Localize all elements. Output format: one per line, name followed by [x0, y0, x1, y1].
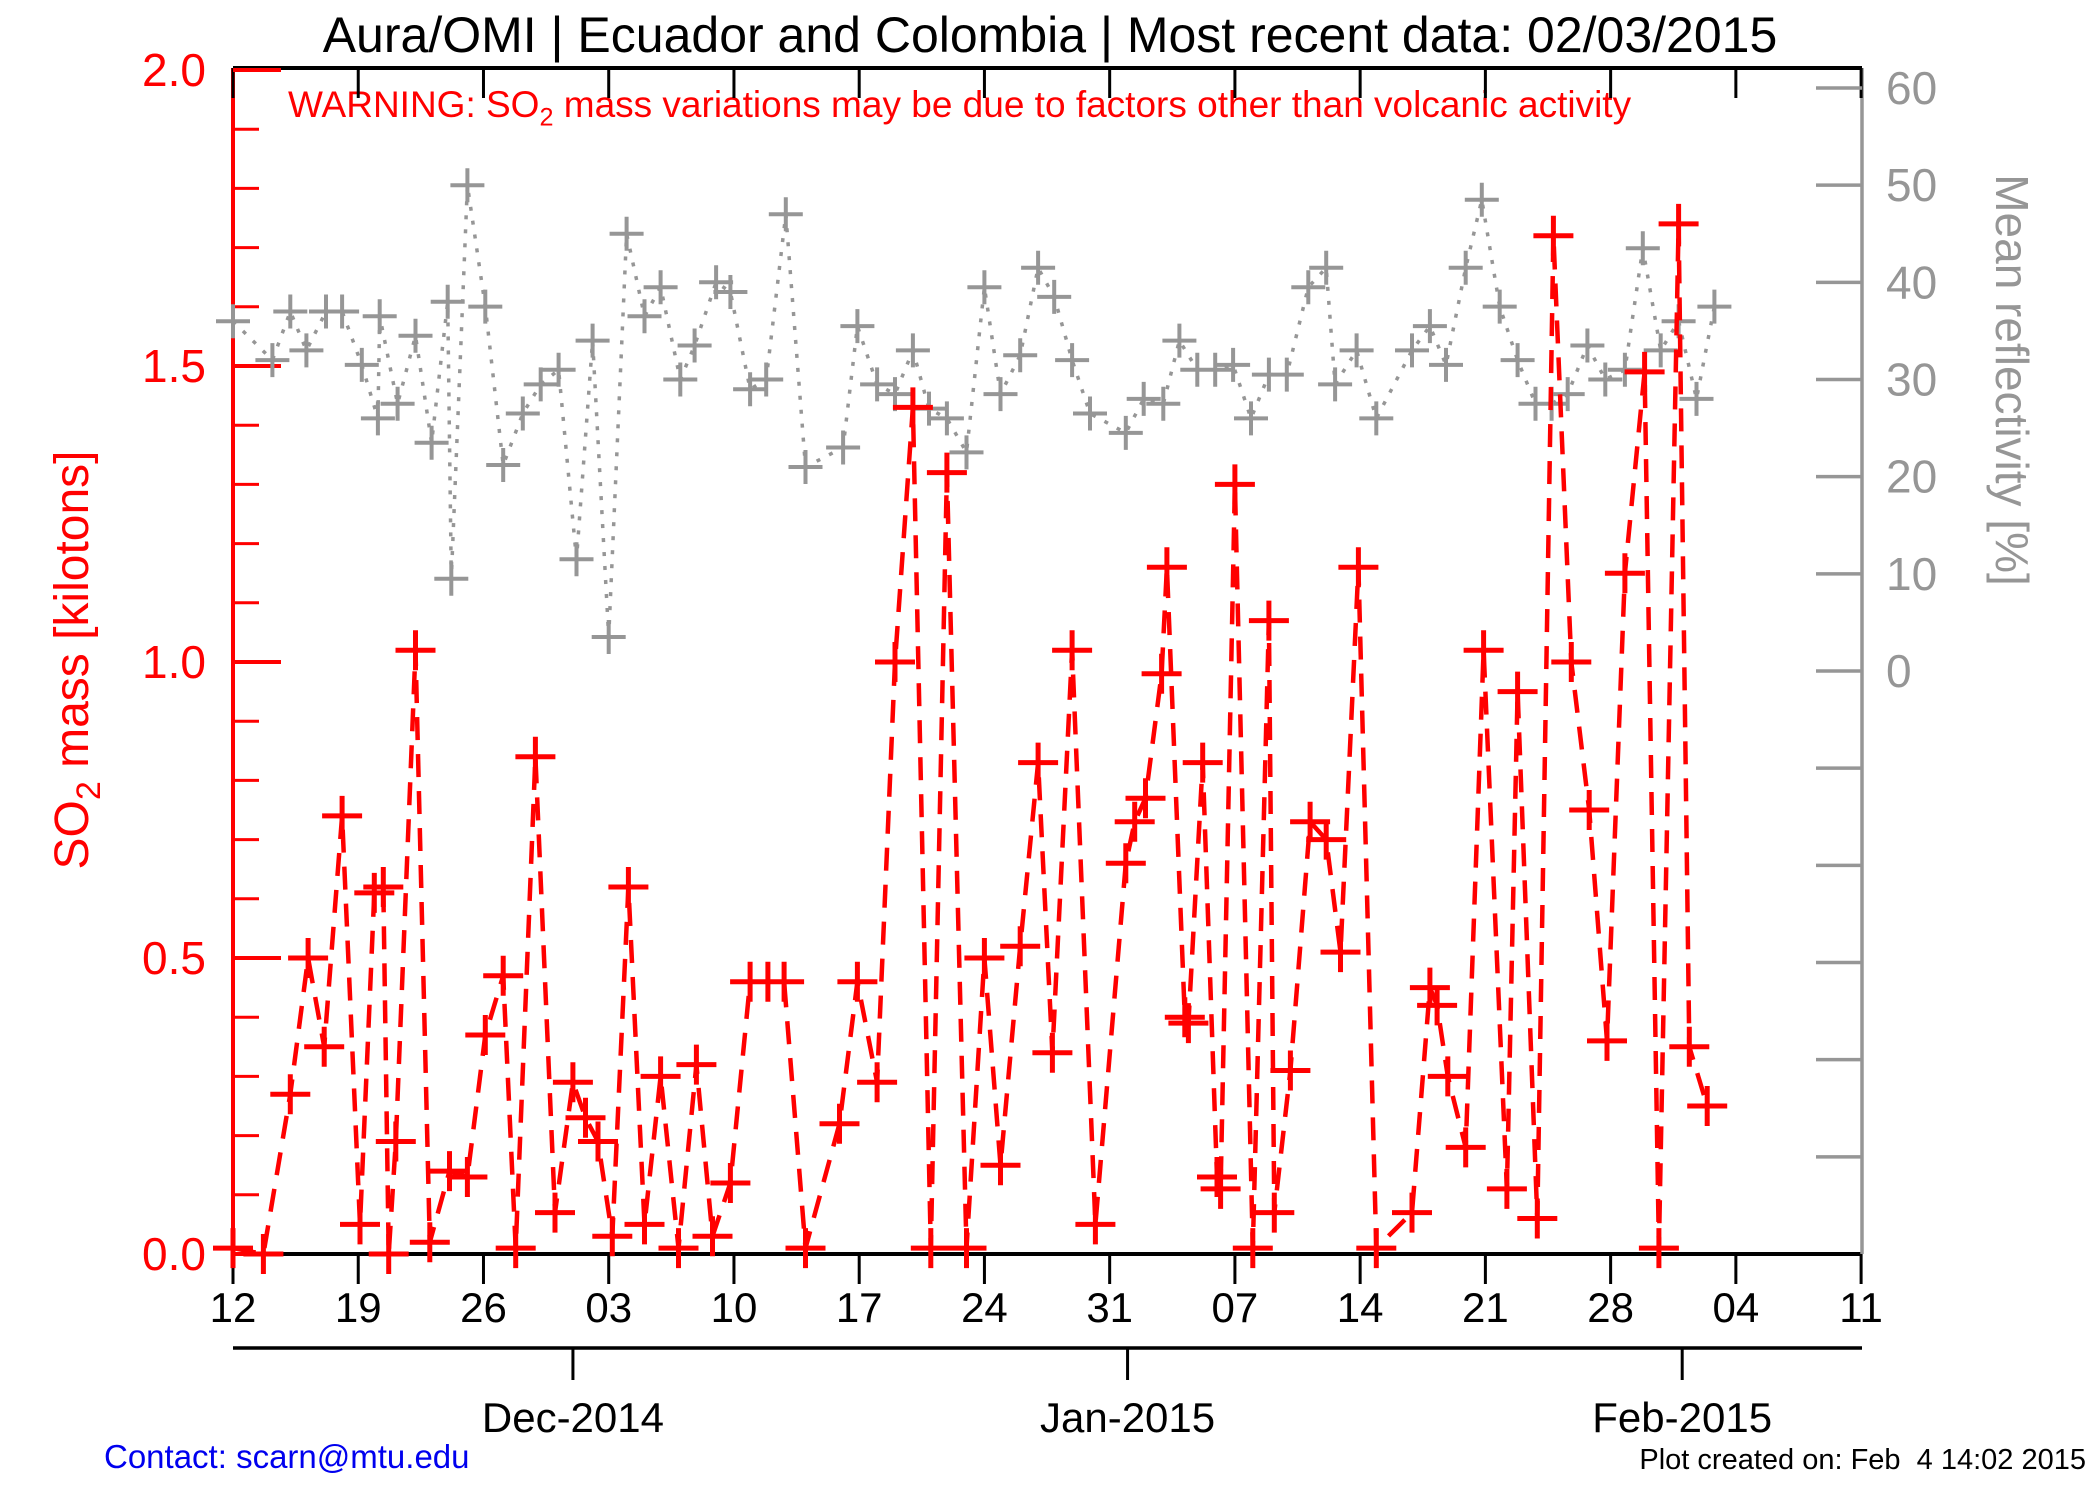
- x-tick-label: 17: [836, 1284, 883, 1331]
- so2-series-line: [232, 223, 1710, 1257]
- reflectivity-series-markers: [216, 168, 1732, 654]
- created-timestamp: Plot created on: Feb 4 14:02 2015: [1639, 1444, 2086, 1476]
- reflectivity-tick-label: 20: [1886, 451, 1937, 503]
- x-tick-label: 21: [1462, 1284, 1509, 1331]
- month-axis: Dec-2014 Jan-2015 Feb-2015: [233, 1346, 1862, 1441]
- reflectivity-axis-title: Mean reflectivity [%]: [1986, 174, 2038, 586]
- x-tick-label: 07: [1212, 1284, 1259, 1331]
- so2-tick-label: 0.0: [142, 1228, 206, 1280]
- so2-tick-label: 2.0: [142, 44, 206, 96]
- month-label: Feb-2015: [1592, 1394, 1772, 1441]
- so2-tick-label: 1.0: [142, 636, 206, 688]
- month-label: Jan-2015: [1040, 1394, 1215, 1441]
- reflectivity-tick-label: 50: [1886, 159, 1937, 211]
- reflectivity-tick-label: 40: [1886, 256, 1937, 308]
- reflectivity-tick-label: 10: [1886, 548, 1937, 600]
- so2-axis: 0.0 0.5 1.0 1.5 2.0 SO2 mass [kilotons]: [46, 44, 281, 1280]
- x-tick-label: 19: [335, 1284, 382, 1331]
- x-tick-label: 28: [1587, 1284, 1634, 1331]
- reflectivity-series-line: [231, 184, 1717, 638]
- month-label: Dec-2014: [482, 1394, 664, 1441]
- reflectivity-tick-label: 60: [1886, 62, 1937, 114]
- x-tick-label: 24: [961, 1284, 1008, 1331]
- so2-series: [213, 203, 1728, 1274]
- x-tick-label: 12: [210, 1284, 257, 1331]
- reflectivity-series: [216, 168, 1732, 654]
- contact-link[interactable]: Contact: scarn@mtu.edu: [104, 1438, 470, 1475]
- x-tick-label: 11: [1839, 1284, 1883, 1331]
- reflectivity-tick-label: 30: [1886, 354, 1937, 406]
- so2-series-markers: [213, 203, 1728, 1274]
- reflectivity-tick-label: 0: [1886, 645, 1912, 697]
- x-tick-label: 31: [1086, 1284, 1133, 1331]
- x-tick-label: 10: [711, 1284, 758, 1331]
- chart-title: Aura/OMI | Ecuador and Colombia | Most r…: [322, 7, 1778, 63]
- x-tick-label: 04: [1713, 1284, 1760, 1331]
- plot-frame: [231, 66, 1864, 1256]
- reflectivity-axis: 0 10 20 30 40 50 60 Mean reflectivity [%]: [1816, 62, 2038, 1159]
- warning-text: WARNING: SO2 mass variations may be due …: [288, 84, 1632, 132]
- so2-tick-label: 1.5: [142, 340, 206, 392]
- x-tick-label: 26: [460, 1284, 507, 1331]
- so2-axis-title: SO2 mass [kilotons]: [46, 450, 108, 869]
- x-tick-label: 14: [1337, 1284, 1384, 1331]
- x-tick-label: 03: [585, 1284, 632, 1331]
- x-axis: 12 19 26 03 10 17 24 31 07 14 21 28 04 11: [210, 68, 1883, 1331]
- so2-tick-label: 0.5: [142, 932, 206, 984]
